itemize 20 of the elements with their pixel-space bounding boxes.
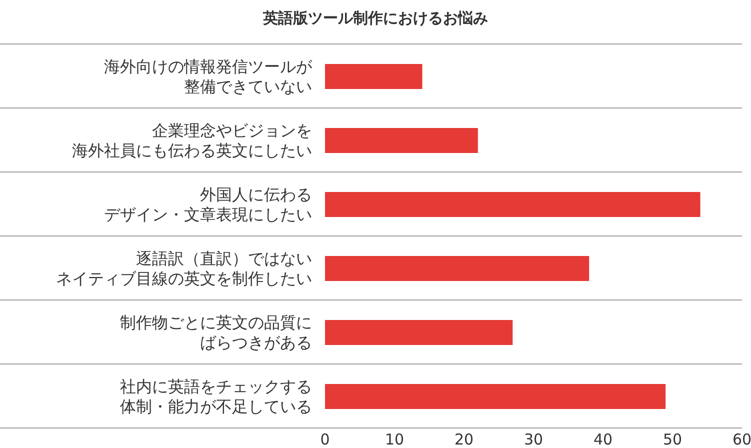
bar: [325, 256, 590, 281]
x-tick-label: 40: [593, 430, 613, 448]
chart-title: 英語版ツール制作におけるお悩み: [262, 8, 489, 28]
bar: [325, 320, 513, 345]
x-tick-label: 0: [320, 430, 330, 448]
y-tick-label: 海外向けの情報発信ツールが整備できていない: [104, 56, 313, 96]
x-tick-label: 60: [732, 430, 751, 448]
bar: [325, 192, 700, 217]
y-tick-label: 外国人に伝わるデザイン・文章表現にしたい: [104, 184, 312, 224]
x-tick-label: 30: [524, 430, 544, 448]
x-tick-label: 10: [384, 430, 404, 448]
bar: [325, 64, 422, 89]
y-tick-label: 逐語訳（直訳）ではないネイティブ目線の英文を制作したい: [56, 248, 312, 288]
x-tick-label: 20: [454, 430, 474, 448]
y-tick-label: 制作物ごとに英文の品質にばらつきがある: [120, 312, 312, 352]
x-tick-label: 50: [662, 430, 682, 448]
bar: [325, 384, 666, 409]
y-tick-label: 企業理念やビジョンを海外社員にも伝わる英文にしたい: [72, 120, 312, 160]
bar: [325, 128, 478, 153]
y-tick-label: 社内に英語をチェックする体制・能力が不足している: [120, 376, 312, 416]
